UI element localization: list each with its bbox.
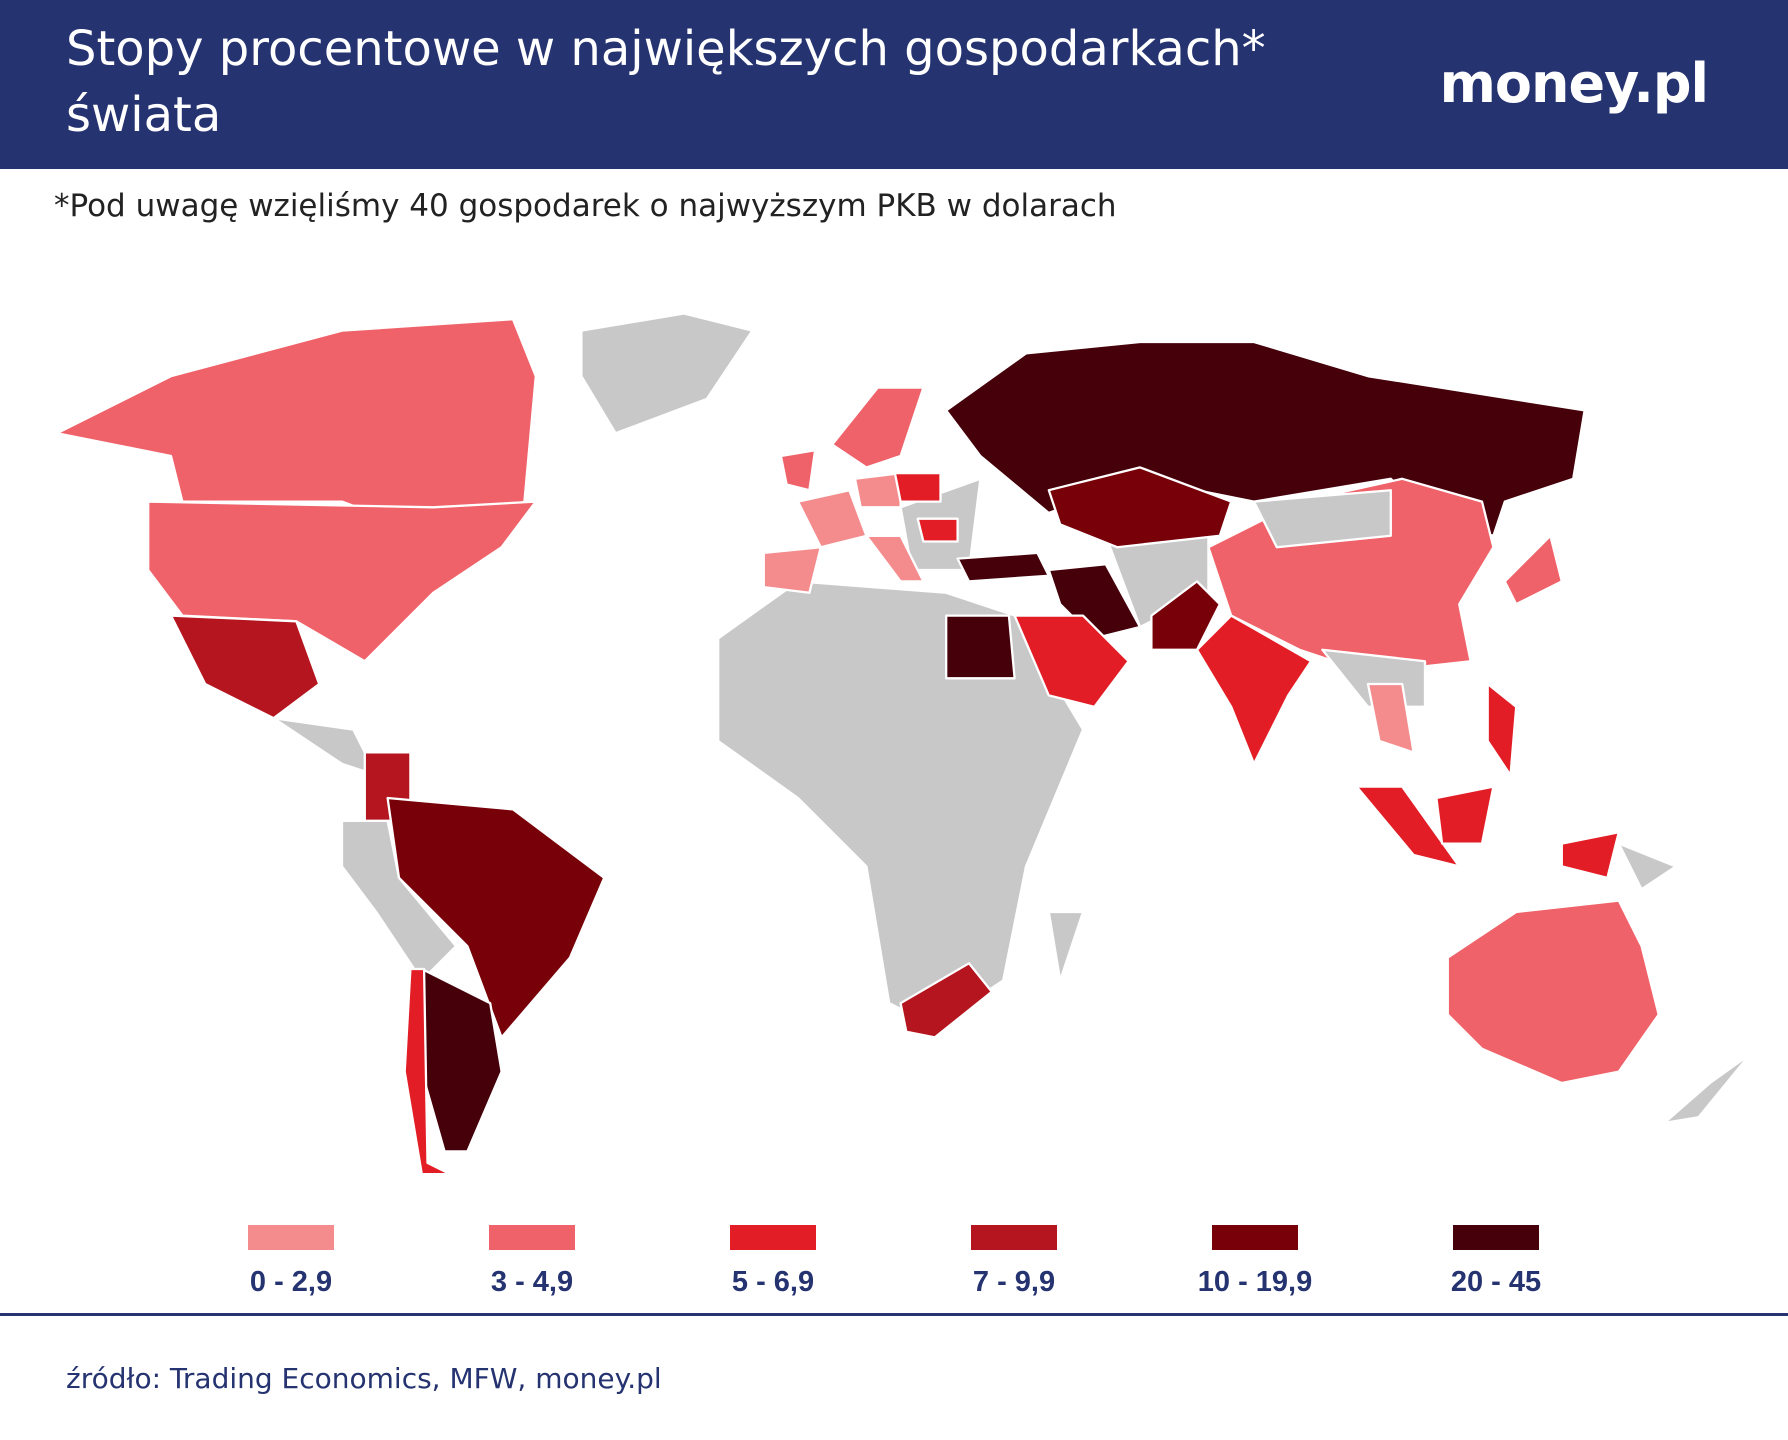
- country: [1446, 899, 1660, 1085]
- country: [1560, 831, 1620, 879]
- country: [403, 967, 452, 1176]
- country: [762, 546, 822, 594]
- country: [1195, 614, 1313, 765]
- country: [717, 580, 1085, 1028]
- legend-swatch: [1212, 1225, 1298, 1250]
- legend-label: 3 - 4,9: [491, 1266, 573, 1298]
- legend-label: 7 - 9,9: [973, 1266, 1055, 1298]
- country: [147, 500, 537, 663]
- country: [386, 796, 606, 1039]
- country: [853, 471, 902, 509]
- country: [865, 534, 925, 583]
- legend-label: 0 - 2,9: [250, 1266, 332, 1298]
- country: [1013, 614, 1130, 708]
- legend-label: 5 - 6,9: [732, 1266, 814, 1298]
- country: [1435, 785, 1495, 845]
- country: [1486, 682, 1518, 777]
- source: źródło: Trading Economics, MFW, money.pl: [66, 1362, 662, 1395]
- country: [580, 312, 754, 435]
- country: [899, 962, 993, 1039]
- title: Stopy procentowe w największych gospodar…: [66, 21, 1266, 143]
- legend-swatch: [489, 1225, 575, 1250]
- country: [272, 717, 378, 777]
- country: [956, 551, 1050, 583]
- legend-swatch: [971, 1225, 1057, 1250]
- country: [340, 819, 458, 982]
- country: [1663, 1053, 1752, 1125]
- country: [55, 318, 537, 537]
- legend-swatch: [248, 1225, 334, 1250]
- country: [169, 614, 321, 720]
- country: [1047, 910, 1085, 982]
- country: [796, 489, 868, 549]
- country: [945, 614, 1016, 680]
- world-map: [55, 312, 1752, 1176]
- legend-label: 10 - 19,9: [1198, 1266, 1312, 1298]
- legend-label: 20 - 45: [1451, 1266, 1541, 1298]
- country: [831, 386, 925, 469]
- country: [1355, 785, 1461, 868]
- divider: [0, 1313, 1788, 1316]
- country: [1047, 466, 1233, 549]
- country: [779, 449, 817, 492]
- country: [916, 517, 959, 543]
- subtitle: *Pod uwagę wzięliśmy 40 gospodarek o naj…: [54, 188, 1117, 224]
- country: [1617, 842, 1677, 891]
- legend-swatch: [1453, 1225, 1539, 1250]
- map: 0 - 2,9 3 - 4,9 5 - 6,9 7 - 9,9 10 - 19,9 20 …: [55, 312, 1752, 1298]
- header: Stopy procentowe w największych gospodar…: [0, 0, 1788, 169]
- country: [893, 471, 942, 503]
- country: [1047, 563, 1142, 640]
- logo: money.pl: [1439, 52, 1709, 115]
- country: [1150, 580, 1221, 651]
- legend-swatch: [730, 1225, 816, 1250]
- country: [1503, 534, 1563, 606]
- country: [1366, 682, 1415, 754]
- country: [1252, 489, 1392, 549]
